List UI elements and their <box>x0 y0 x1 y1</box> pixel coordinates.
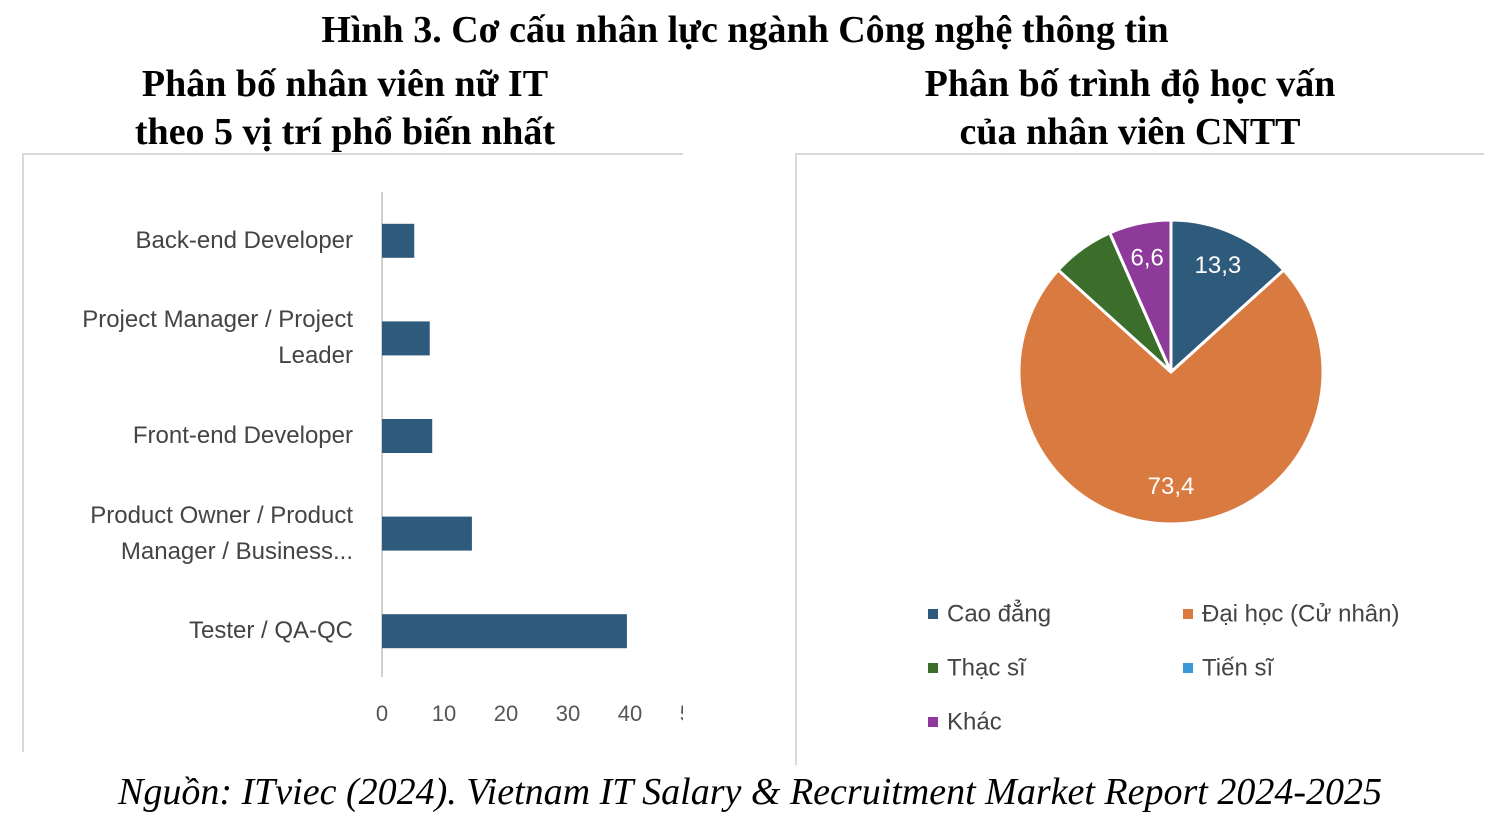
x-tick-label: 20 <box>494 701 518 726</box>
legend-label: Tiến sĩ <box>1202 654 1274 681</box>
bar <box>382 321 430 356</box>
bar-plot: 0 10 20 30 40 50 <box>376 192 683 726</box>
pie-slice <box>1107 218 1173 373</box>
bar <box>382 419 433 453</box>
category-label: Front-end Developer <box>132 422 353 449</box>
legend-label: Cao đẳng <box>947 598 1051 627</box>
title-line: Phân bố nhân viên nữ IT <box>141 63 549 105</box>
x-tick-label: 40 <box>618 701 642 726</box>
category-label: Project Manager / Project Leader <box>82 306 353 370</box>
category-label: Product Owner / Product Manager / Busine… <box>90 501 353 565</box>
legend-label: Thạc sĩ <box>947 654 1027 681</box>
legend-swatch <box>928 663 938 673</box>
pie-chart: 13,3 73,4 6,6 Cao đẳng Đại học (Cử nhân) Thạc… <box>795 153 1484 765</box>
category-label: Back-end Developer <box>135 226 353 254</box>
x-tick-label: 30 <box>556 701 580 726</box>
data-label: 6,6 <box>1131 244 1164 271</box>
pie-plot: 13,3 73,4 6,6 Cao đẳng Đại học (Cử nhân) Thạc… <box>928 218 1399 735</box>
x-tick-label: 0 <box>376 701 388 726</box>
bar <box>382 614 627 649</box>
bar <box>382 223 415 258</box>
x-tick-label: 10 <box>432 701 456 726</box>
title-line: theo 5 vị trí phổ biến nhất <box>134 111 556 153</box>
data-label: 73,4 <box>1148 473 1195 500</box>
chart-title: Phân bố trình độ học vấn của nhân viên C… <box>840 60 1420 156</box>
bar <box>382 516 472 551</box>
x-tick-label: 50 <box>680 701 683 726</box>
legend-label: Khác <box>947 708 1002 735</box>
legend-swatch <box>1183 609 1193 619</box>
category-label: Tester / QA-QC <box>188 617 353 645</box>
figure-title: Hình 3. Cơ cấu nhân lực ngành Công nghệ … <box>321 9 1169 51</box>
legend-label: Đại học (Cử nhân) <box>1202 600 1399 627</box>
title-line: của nhân viên CNTT <box>959 111 1301 153</box>
pie-slice <box>1017 267 1325 526</box>
title-line: Phân bố trình độ học vấn <box>924 63 1336 105</box>
source-note: Nguồn: ITviec (2024). Vietnam IT Salary … <box>118 771 1382 813</box>
legend-swatch <box>1183 663 1193 673</box>
legend-swatch <box>928 609 938 619</box>
data-label: 13,3 <box>1195 252 1242 279</box>
chart-title: Phân bố nhân viên nữ IT theo 5 vị trí ph… <box>60 60 630 156</box>
bar-chart: 0 10 20 30 40 50 Back-end Developer Project Ma… <box>22 153 683 752</box>
legend-swatch <box>928 717 938 727</box>
pie-slice <box>1169 218 1286 376</box>
